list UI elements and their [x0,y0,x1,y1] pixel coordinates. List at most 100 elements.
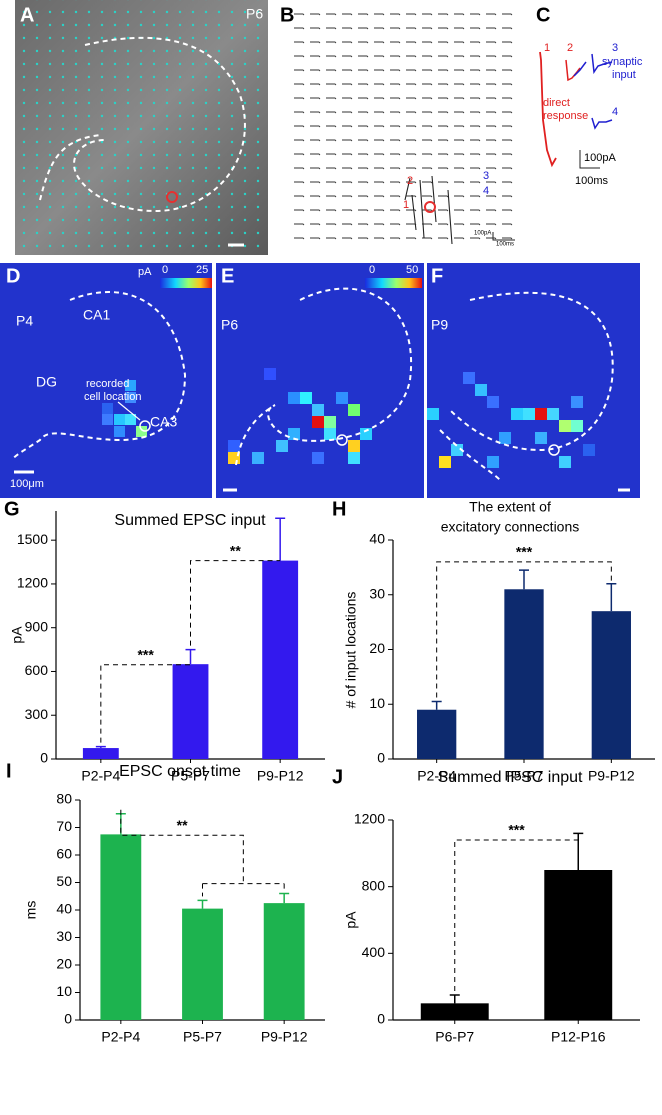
cell-marker [336,434,348,446]
y-tick-label: 10 [56,983,72,999]
bar [263,903,305,1020]
error-bar [275,517,286,561]
y-tick-label: 40 [56,901,72,917]
y-tick-label: 600 [25,662,49,678]
chart-title: excitatory connections [441,519,580,535]
bar [420,1003,489,1020]
trace-label: 1 [403,199,409,211]
y-tick-label: 1500 [17,531,48,547]
cell-layer [39,134,101,201]
panel-letter: A [20,4,34,26]
pointer [117,401,141,421]
scale-label: 100μm [10,478,44,490]
panel-d: D pA 0 25 P4 CA1 DG CA3 recorded cell lo… [0,263,212,498]
colorbar [160,278,212,288]
x-tick-label: P9-P12 [261,1029,308,1045]
trace-label: 4 [612,106,618,118]
age-label: P6 [221,317,238,333]
significance-bracket [120,809,285,897]
significance-bracket [190,560,281,646]
y-tick-label: 1200 [17,575,48,591]
scale-label: 100ms [496,242,514,248]
bar [417,709,457,759]
significance-label: ** [177,817,188,833]
cell-marker [139,420,151,432]
region-label: CA1 [83,307,110,323]
bar [504,589,544,759]
error-bar [449,994,460,1004]
chart-title: EPSC onset time [119,763,241,780]
cell-note: recorded [86,378,129,390]
cell-note: cell location [84,391,141,403]
panel-letter: J [332,766,343,788]
y-axis-label: pA [343,911,359,929]
x-tick-label: P5-P7 [183,1029,222,1045]
heatmap [427,263,640,498]
significance-label: *** [137,646,154,662]
y-tick-label: 30 [56,928,72,944]
y-tick-label: 0 [377,750,385,766]
trace-label: 3 [612,42,618,54]
y-tick-label: 800 [362,877,386,893]
bar [544,870,613,1020]
cell-marker [548,444,560,456]
scale-label: 100ms [575,175,609,187]
cell-layer [11,291,187,461]
y-tick-label: 1200 [354,811,385,827]
y-tick-label: 300 [25,706,49,722]
colorbar-tick: 0 [162,264,168,276]
bar [262,560,299,759]
cell-layer [235,287,413,466]
panel-f: F P9 [427,263,640,498]
y-tick-label: 50 [56,873,72,889]
region-label: DG [36,374,57,390]
synaptic-label: synaptic [602,56,643,68]
colorbar-tick: 50 [406,264,418,276]
cell-marker [166,191,178,203]
significance-label: *** [508,822,525,838]
x-tick-label: P6-P7 [435,1029,474,1045]
y-tick-label: 10 [369,695,385,711]
heatmap [0,263,212,498]
y-tick-label: 0 [64,1011,72,1027]
panel-a: A P6 [15,0,268,255]
significance-bracket [100,664,191,743]
error-bar [573,832,584,870]
age-label: P9 [431,317,448,333]
error-bar [519,569,529,590]
y-tick-label: 40 [369,531,385,547]
y-axis-label: # of input locations [343,592,359,709]
scale-label: 100pA [474,231,491,237]
evoked-traces [404,175,453,245]
chart-title: The extent of [469,499,551,515]
scale-bar [492,232,515,241]
x-tick-label: P2-P4 [417,768,456,784]
x-tick-label: P12-P16 [551,1029,606,1045]
panel-letter: H [332,498,346,520]
panel-letter: C [536,4,550,26]
x-tick-label: P9-P12 [588,768,635,784]
colorbar-tick: 25 [196,264,208,276]
colorbar [365,278,422,288]
y-tick-label: 60 [56,846,72,862]
y-tick-label: 400 [362,944,386,960]
x-tick-label: P2-P4 [81,768,120,784]
significance-bracket [436,561,612,698]
y-tick-label: 70 [56,818,72,834]
region-label: CA3 [150,414,177,430]
x-tick-label: P2-P4 [101,1029,140,1045]
bar [591,611,631,759]
panel-letter: G [4,498,20,520]
trace [565,59,581,82]
panel-b: B 1 2 3 4 100pA 100ms [280,4,515,248]
scale-label: 100pA [584,152,616,164]
colorbar-unit: pA [138,266,152,278]
error-bar [197,899,208,909]
chart-title: Summed EPSC input [114,512,266,529]
direct-label: response [543,110,588,122]
panel-letter: B [280,4,294,26]
error-bar [185,648,196,665]
panel-letter: F [431,265,443,287]
heatmap-cells [102,380,147,437]
error-bar [606,583,617,612]
